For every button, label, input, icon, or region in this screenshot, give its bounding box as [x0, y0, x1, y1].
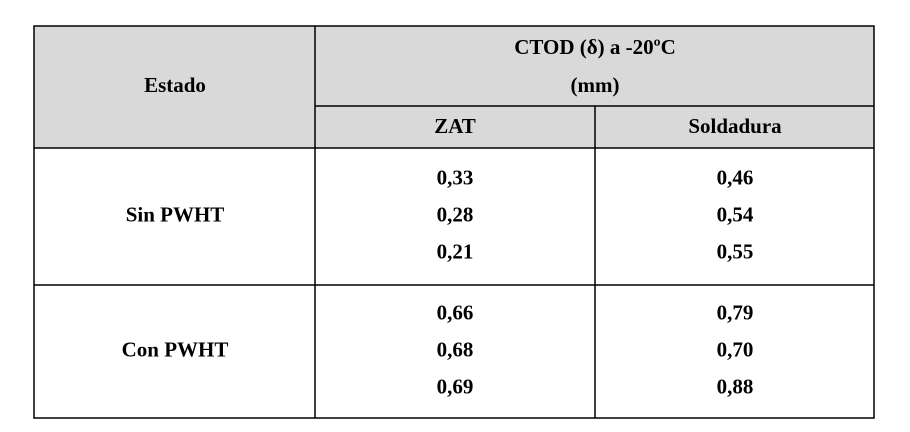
row-label: Con PWHT	[122, 337, 229, 361]
cell-value: 0,33	[437, 165, 474, 189]
cell-value: 0,55	[717, 239, 754, 263]
header-background	[34, 26, 874, 148]
cell-value: 0,88	[717, 374, 754, 398]
cell-value: 0,69	[437, 374, 474, 398]
cell-value: 0,46	[717, 165, 754, 189]
cell-value: 0,54	[717, 202, 754, 226]
header-cell: CTOD (δ) a -20ºC	[514, 35, 676, 59]
table-border	[33, 25, 875, 419]
cell-value: 0,28	[437, 202, 474, 226]
header-cell: Soldadura	[688, 114, 782, 138]
cell-value: 0,21	[437, 239, 474, 263]
cell-value: 0,68	[437, 337, 474, 361]
header-cell: ZAT	[434, 114, 476, 138]
header-cell: (mm)	[571, 73, 620, 97]
row-label: Sin PWHT	[126, 202, 225, 226]
cell-value: 0,66	[437, 300, 474, 324]
header-cell: Estado	[144, 73, 206, 97]
cell-value: 0,70	[717, 337, 754, 361]
cell-value: 0,79	[717, 300, 754, 324]
